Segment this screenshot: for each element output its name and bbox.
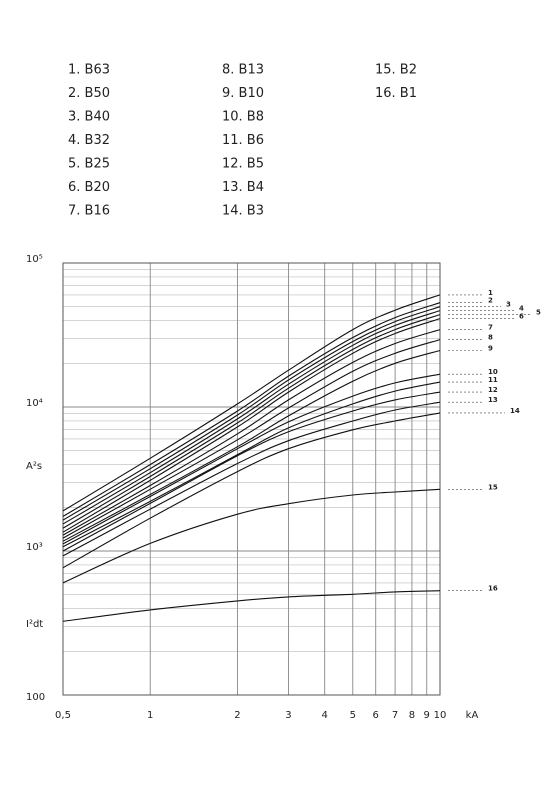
curve-label: 6 (519, 313, 524, 321)
curve (62, 314, 441, 529)
plot-frame (62, 262, 441, 696)
curve (62, 318, 441, 533)
x-tick-label: 3 (285, 710, 291, 721)
curve-label: 7 (488, 324, 493, 332)
curve-label: 14 (510, 407, 520, 415)
curve-label: 11 (488, 376, 498, 384)
legend-entry: 13. B4 (222, 180, 264, 195)
curve-label: 4 (519, 305, 524, 313)
curve (62, 391, 441, 552)
x-tick-label: 4 (322, 710, 328, 721)
legend-entry: 6. B20 (68, 180, 110, 195)
curve (62, 381, 441, 548)
legend-entry: 7. B16 (68, 204, 110, 219)
legend-entry: 4. B32 (68, 133, 110, 148)
legend-entry: 5. B25 (68, 157, 110, 172)
legend-entry: 9. B10 (222, 86, 264, 101)
x-axis-unit: kA (466, 710, 479, 721)
x-tick-label: 7 (392, 710, 398, 721)
y-tick-label: 10³ (26, 542, 43, 553)
x-tick-label: 6 (373, 710, 379, 721)
curve (62, 401, 441, 557)
x-tick-label: 5 (350, 710, 356, 721)
curve-label: 2 (488, 297, 493, 305)
x-tick-label: 8 (409, 710, 415, 721)
legend-entry: 2. B50 (68, 86, 110, 101)
curve-label: 10 (488, 368, 498, 376)
legend-entry: 1. B63 (68, 63, 110, 78)
curve (62, 349, 441, 542)
curve-label: 12 (488, 386, 498, 394)
legend-entry: 15. B2 (375, 63, 417, 78)
curve-label: 8 (488, 334, 493, 342)
curve-label: 9 (488, 345, 493, 353)
y-tick-label: 10⁴ (26, 398, 43, 409)
curve-label: 13 (488, 396, 498, 404)
x-tick-label: 10 (434, 710, 447, 721)
curve (62, 339, 441, 539)
curve (62, 590, 441, 622)
curve (62, 412, 441, 569)
y-tick-label: 100 (26, 692, 45, 703)
legend-entry: 16. B1 (375, 86, 417, 101)
x-tick-label: 1 (147, 710, 153, 721)
curve-label: 5 (536, 309, 541, 317)
curve-label: 15 (488, 483, 498, 491)
y-axis-label: I²dt (26, 619, 43, 630)
y-tick-label: 10⁵ (26, 254, 43, 265)
x-tick-label: 0,5 (55, 710, 71, 721)
curve-label: 1 (488, 289, 493, 297)
legend-entry: 3. B40 (68, 110, 110, 125)
y-axis-label: A²s (26, 461, 42, 472)
curve (62, 329, 441, 536)
legend-entry: 8. B13 (222, 63, 264, 78)
x-tick-label: 9 (424, 710, 430, 721)
curve-label: 3 (506, 301, 511, 309)
curve (62, 306, 441, 521)
curve (62, 310, 441, 525)
legend-entry: 12. B5 (222, 157, 264, 172)
curve (62, 488, 441, 584)
curve (62, 373, 441, 545)
curve-label: 16 (488, 585, 498, 593)
curve (62, 302, 441, 517)
curve (62, 294, 441, 512)
legend-entry: 14. B3 (222, 204, 264, 219)
x-tick-label: 2 (234, 710, 240, 721)
legend-entry: 10. B8 (222, 110, 264, 125)
legend-entry: 11. B6 (222, 133, 264, 148)
